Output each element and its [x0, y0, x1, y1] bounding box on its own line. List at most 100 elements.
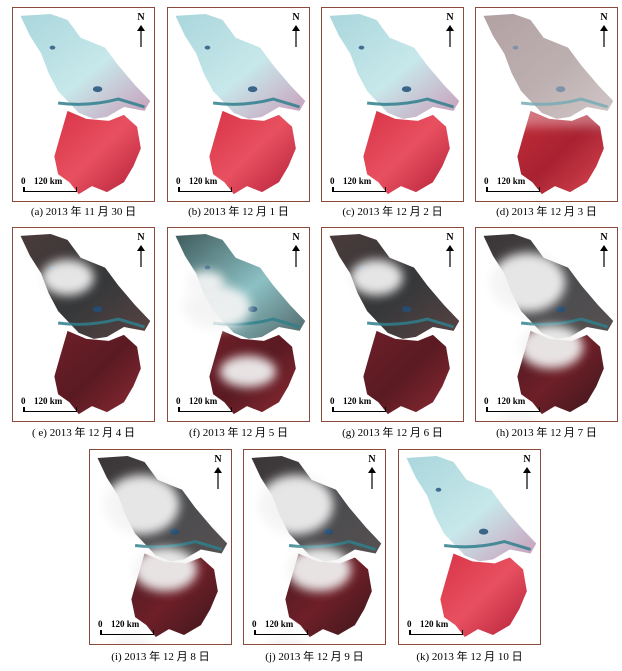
north-label: N	[368, 454, 376, 465]
caption-i: (i) 2013 年 12 月 8 日	[111, 651, 210, 663]
land-south-region	[517, 110, 604, 195]
scale-bar: 0 120 km	[21, 176, 85, 194]
north-label: N	[600, 232, 608, 243]
scale-tick	[178, 407, 180, 412]
scale-distance-label: 120 km	[34, 396, 63, 406]
map-panel-b: N 0 120 km	[167, 7, 310, 202]
map-panel-c: N 0 120 km	[321, 7, 464, 202]
scale-distance-label: 120 km	[111, 619, 140, 629]
scale-tick	[75, 187, 77, 192]
caption-h: (h) 2013 年 12 月 7 日	[496, 427, 597, 439]
satellite-image	[329, 13, 460, 195]
north-arrow-icon: N	[134, 233, 148, 267]
scale-tick	[75, 407, 77, 412]
lake	[358, 45, 365, 50]
scale-line	[486, 410, 540, 412]
scale-distance-label: 120 km	[189, 396, 218, 406]
cloud-cover	[112, 635, 152, 644]
satellite-image	[329, 233, 460, 415]
scale-zero-label: 0	[484, 176, 489, 186]
land-south-region	[209, 110, 296, 195]
scale-zero-label: 0	[98, 619, 103, 629]
land-south-region	[54, 110, 141, 195]
scale-distance-label: 120 km	[420, 619, 449, 629]
north-arrow-icon: N	[443, 13, 457, 47]
north-arrow-icon: N	[134, 13, 148, 47]
river	[520, 317, 608, 329]
satellite-image	[483, 233, 614, 421]
lake	[204, 265, 211, 270]
caption-d: (d) 2013 年 12 月 3 日	[496, 206, 597, 218]
scale-bar: 0 120 km	[330, 176, 394, 194]
scale-line	[23, 410, 77, 412]
satellite-image	[175, 233, 306, 415]
map-panel-k: N 0 120 km	[398, 449, 541, 645]
scale-bar: 0 120 km	[176, 176, 240, 194]
scale-tick	[538, 187, 540, 192]
lake	[478, 528, 489, 535]
land-north-region	[20, 13, 151, 119]
scale-tick	[152, 630, 154, 635]
river	[443, 539, 531, 551]
scale-line	[100, 633, 154, 635]
scale-bar: 0 120 km	[407, 619, 471, 637]
scale-bar: 0 120 km	[484, 396, 548, 414]
land-south-region	[363, 330, 450, 415]
satellite-image	[20, 233, 151, 415]
land-north-region	[329, 13, 460, 119]
map-panel-i: N 0 120 km	[89, 449, 232, 645]
land-north-region	[175, 13, 306, 119]
scale-line	[254, 633, 308, 635]
river	[366, 317, 454, 329]
scale-bar: 0 120 km	[484, 176, 548, 194]
lake	[247, 86, 258, 93]
land-north-region	[175, 233, 306, 339]
lake	[169, 528, 180, 535]
scale-distance-label: 120 km	[265, 619, 294, 629]
river	[212, 97, 300, 109]
cloud-cover	[219, 355, 277, 388]
scale-line	[332, 190, 386, 192]
caption-c: (c) 2013 年 12 月 2 日	[342, 206, 443, 218]
cloud-cover	[498, 412, 538, 421]
scale-zero-label: 0	[330, 396, 335, 406]
caption-f: (f) 2013 年 12 月 5 日	[189, 427, 288, 439]
scale-line	[178, 190, 232, 192]
north-label: N	[137, 12, 145, 23]
scale-bar: 0 120 km	[252, 619, 316, 637]
scale-bar: 0 120 km	[98, 619, 162, 637]
lake	[401, 306, 412, 313]
north-arrow-icon: N	[289, 13, 303, 47]
lake	[555, 306, 566, 313]
cloud-cover	[519, 324, 584, 369]
north-label: N	[214, 454, 222, 465]
caption-g: (g) 2013 年 12 月 6 日	[342, 427, 443, 439]
scale-tick	[332, 407, 334, 412]
north-arrow-icon: N	[520, 455, 534, 489]
scale-tick	[332, 187, 334, 192]
scale-tick	[23, 407, 25, 412]
scale-zero-label: 0	[330, 176, 335, 186]
map-panel-j: N 0 120 km	[243, 449, 386, 645]
scale-tick	[384, 187, 386, 192]
satellite-image	[251, 455, 382, 644]
scale-distance-label: 120 km	[497, 396, 526, 406]
scale-bar: 0 120 km	[176, 396, 240, 414]
scale-tick	[254, 630, 256, 635]
north-arrow-icon: N	[443, 233, 457, 267]
map-panel-f: N 0 120 km	[167, 227, 310, 422]
caption-j: (j) 2013 年 12 月 9 日	[265, 651, 364, 663]
scale-tick	[23, 187, 25, 192]
river	[134, 539, 222, 551]
cloud-cover	[266, 635, 306, 644]
north-label: N	[446, 232, 454, 243]
lake	[204, 45, 211, 50]
scale-zero-label: 0	[176, 176, 181, 186]
scale-zero-label: 0	[484, 396, 489, 406]
scale-tick	[178, 187, 180, 192]
satellite-image	[97, 455, 228, 644]
cloud-cover	[183, 285, 251, 329]
lake	[49, 45, 56, 50]
scale-zero-label: 0	[407, 619, 412, 629]
north-arrow-icon: N	[597, 13, 611, 47]
